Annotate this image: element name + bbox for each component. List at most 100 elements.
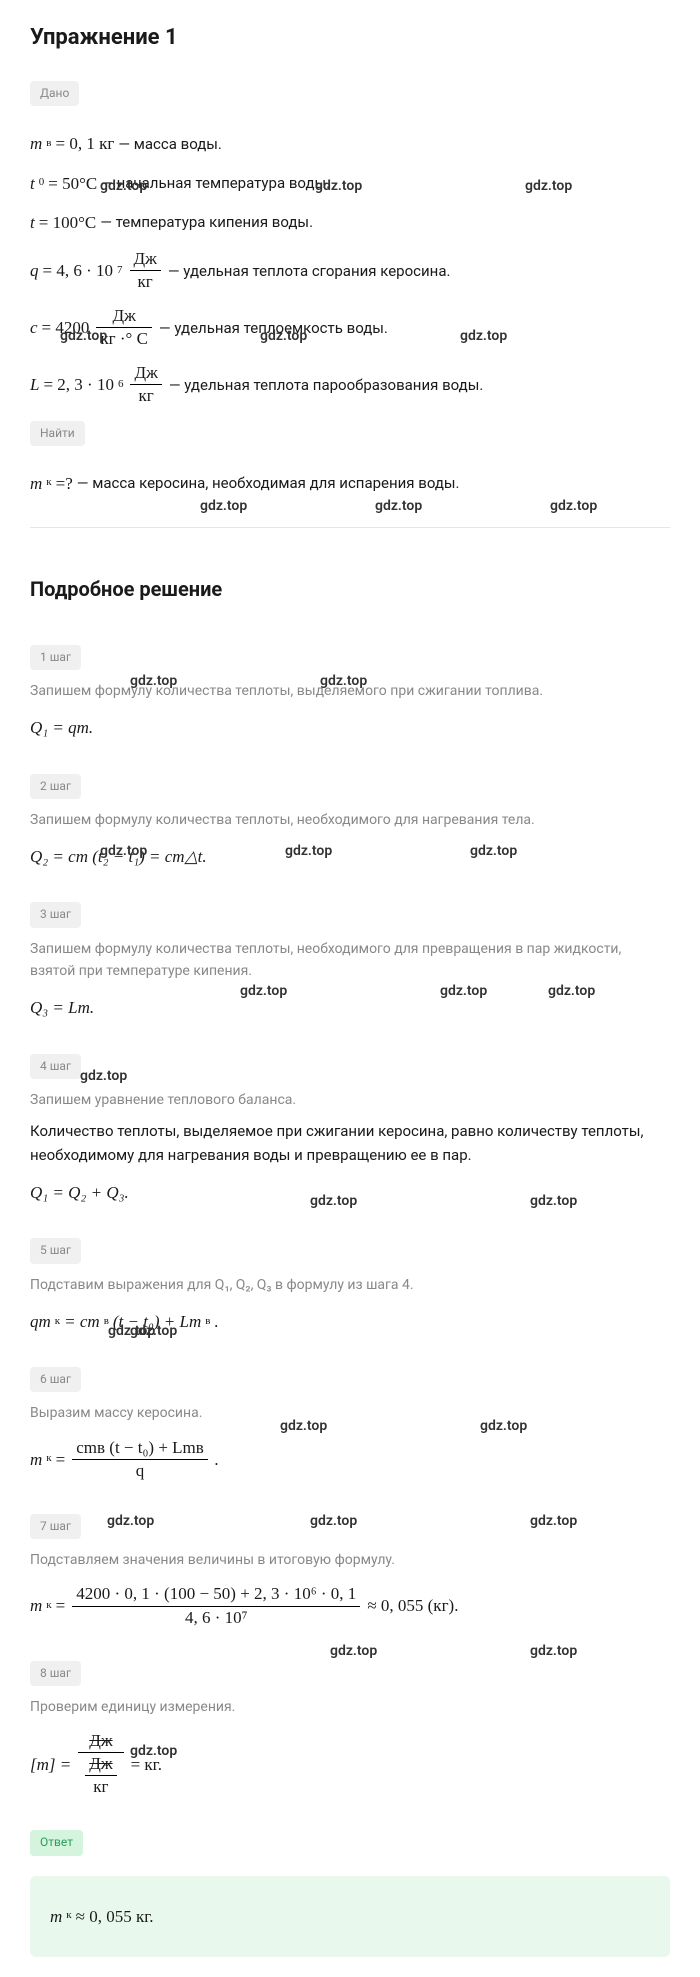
step-5-desc: Подставим выражения для Q₁, Q₂, Q₃ в фор… xyxy=(30,1274,670,1296)
s6-eq: = xyxy=(56,1446,66,1473)
answer-line: mк ≈ 0, 055 кг. xyxy=(50,1903,650,1930)
answer-text: ≈ 0, 055 кг. xyxy=(76,1903,154,1930)
desc-2: — начальная температура воды. xyxy=(101,171,330,195)
s5-lhs: qm xyxy=(30,1308,51,1335)
eq-2: = 50°C xyxy=(48,170,97,197)
step-8-badge: 8 шаг xyxy=(30,1661,81,1686)
watermark-text: gdz.top xyxy=(330,1640,377,1662)
step-5-badge: 5 шаг xyxy=(30,1238,81,1263)
given-line-1: mв = 0, 1 кг — масса воды. xyxy=(30,130,670,157)
step-3-formula: Q₃ = Lm. xyxy=(30,994,94,1021)
find-badge: Найти xyxy=(30,421,85,446)
s8-outer-frac: Дж Дж кг xyxy=(78,1730,123,1798)
s6-lhs: m xyxy=(30,1446,42,1473)
s7-sub: к xyxy=(46,1597,51,1615)
step-3-desc: Запишем формулу количества теплоты, необ… xyxy=(30,938,670,983)
watermark-text: gdz.top xyxy=(107,1510,154,1532)
s7-den: 4, 6 · 10⁷ xyxy=(72,1607,360,1629)
frac-num-4: Дж xyxy=(130,248,161,271)
watermark-text: gdz.top xyxy=(375,495,422,517)
frac-num-6: Дж xyxy=(130,362,161,385)
step-2-badge: 2 шаг xyxy=(30,774,81,799)
desc-4: — удельная теплота сгорания керосина. xyxy=(168,259,451,283)
s7-eq: = xyxy=(56,1592,66,1619)
step-8-desc: Проверим единицу измерения. xyxy=(30,1696,670,1718)
var-m: m xyxy=(30,130,42,157)
answer-badge: Ответ xyxy=(30,1830,83,1855)
s5-sub3: в xyxy=(205,1313,210,1331)
step-4-text: Количество теплоты, выделяемое при сжига… xyxy=(30,1119,670,1167)
s5-mid2: (t − t₀) + Lm xyxy=(113,1308,201,1335)
s8-inner-frac: Дж кг xyxy=(78,1753,123,1798)
answer-box: mк ≈ 0, 055 кг. xyxy=(30,1876,670,1957)
s7-lhs: m xyxy=(30,1592,42,1619)
s7-num: 4200 · 0, 1 · (100 − 50) + 2, 3 · 10⁶ · … xyxy=(72,1583,360,1606)
sup-6: 6 xyxy=(118,376,124,394)
step-1-badge: 1 шаг xyxy=(30,645,81,670)
step-2-formula: Q₂ = cm (t₂ − t₁) = cm△t. xyxy=(30,843,207,870)
page-container: gdz.top gdz.top gdz.top gdz.top gdz.top gdz.t… xyxy=(30,20,670,1957)
watermark-text: gdz.top xyxy=(530,1510,577,1532)
step-8-formula: [m] = Дж Дж кг = кг. xyxy=(30,1730,670,1798)
s5-sub1: к xyxy=(55,1313,60,1331)
sub-v: в xyxy=(46,135,51,153)
s5-end: . xyxy=(214,1308,218,1335)
eq-5: = 4200 xyxy=(42,314,90,341)
answer-var: m xyxy=(50,1903,62,1930)
watermark-text: gdz.top xyxy=(530,1640,577,1662)
step-7-badge: 7 шаг xyxy=(30,1514,81,1539)
eq-3: = 100°C xyxy=(39,209,96,236)
step-6-badge: 6 шаг xyxy=(30,1367,81,1392)
var-t: t xyxy=(30,209,35,236)
frac-den-4: кг xyxy=(130,271,161,293)
s8-num-num: Дж xyxy=(78,1730,123,1753)
frac-den-6: кг xyxy=(130,385,161,407)
s8-inner: Дж кг xyxy=(85,1753,116,1798)
eq-find: =? xyxy=(56,470,73,497)
s7-frac: 4200 · 0, 1 · (100 − 50) + 2, 3 · 10⁶ · … xyxy=(72,1583,360,1628)
given-badge: Дано xyxy=(30,81,79,106)
step-1-formula: Q₁ = qm. xyxy=(30,714,93,741)
step-6-formula: mк = cmв (t − t₀) + Lmв q . xyxy=(30,1437,670,1482)
divider xyxy=(30,527,670,528)
step-7-desc: Подставляем значения величины в итоговую… xyxy=(30,1549,670,1571)
s6-num: cmв (t − t₀) + Lmв xyxy=(72,1437,208,1460)
var-q: q xyxy=(30,257,39,284)
given-line-6: L = 2, 3 · 106 Дж кг — удельная теплота … xyxy=(30,362,670,407)
s7-end: ≈ 0, 055 (кг). xyxy=(367,1592,458,1619)
desc-6: — удельная теплота парообразования воды. xyxy=(169,373,484,397)
step-2-desc: Запишем формулу количества теплоты, необ… xyxy=(30,809,670,831)
step-1-desc: Запишем формулу количества теплоты, выде… xyxy=(30,680,670,702)
step-4-badge: 4 шаг xyxy=(30,1054,81,1079)
step-6-desc: Выразим массу керосина. xyxy=(30,1402,670,1424)
given-line-3: t = 100°C — температура кипения воды. xyxy=(30,209,670,236)
s5-sub2: в xyxy=(104,1313,109,1331)
s8-end: = кг. xyxy=(131,1751,162,1778)
watermark-text: gdz.top xyxy=(310,1510,357,1532)
var-t0: t xyxy=(30,170,35,197)
watermark-text: gdz.top xyxy=(550,495,597,517)
exercise-title: Упражнение 1 xyxy=(30,20,670,55)
given-line-5: c = 4200 Дж кг ·° C — удельная теплоемко… xyxy=(30,305,670,350)
var-mk: m xyxy=(30,470,42,497)
eq-4: = 4, 6 · 10 xyxy=(43,257,114,284)
step-4-desc: Запишем уравнение теплового баланса. xyxy=(30,1089,670,1111)
s6-end: . xyxy=(215,1446,219,1473)
step-7-formula: mк = 4200 · 0, 1 · (100 − 50) + 2, 3 · 1… xyxy=(30,1583,670,1628)
frac-6: Дж кг xyxy=(130,362,161,407)
desc-1: — масса воды. xyxy=(118,132,222,156)
sub-k: к xyxy=(46,474,51,492)
desc-3: — температура кипения воды. xyxy=(100,210,313,234)
frac-5: Дж кг ·° C xyxy=(96,305,152,350)
var-L: L xyxy=(30,371,39,398)
answer-sub: к xyxy=(66,1907,71,1925)
step-3-badge: 3 шаг xyxy=(30,902,81,927)
step-5-formula: qmк = cmв (t − t₀) + Lmв . xyxy=(30,1308,670,1335)
s8-lhs: [m] = xyxy=(30,1751,71,1778)
step-4-formula: Q₁ = Q₂ + Q₃. xyxy=(30,1179,129,1206)
desc-find: — масса керосина, необходимая для испаре… xyxy=(77,471,460,495)
sup-7: 7 xyxy=(117,262,123,280)
frac-num-5: Дж xyxy=(96,305,152,328)
s6-frac: cmв (t − t₀) + Lmв q xyxy=(72,1437,208,1482)
given-line-4: q = 4, 6 · 107 Дж кг — удельная теплота … xyxy=(30,248,670,293)
